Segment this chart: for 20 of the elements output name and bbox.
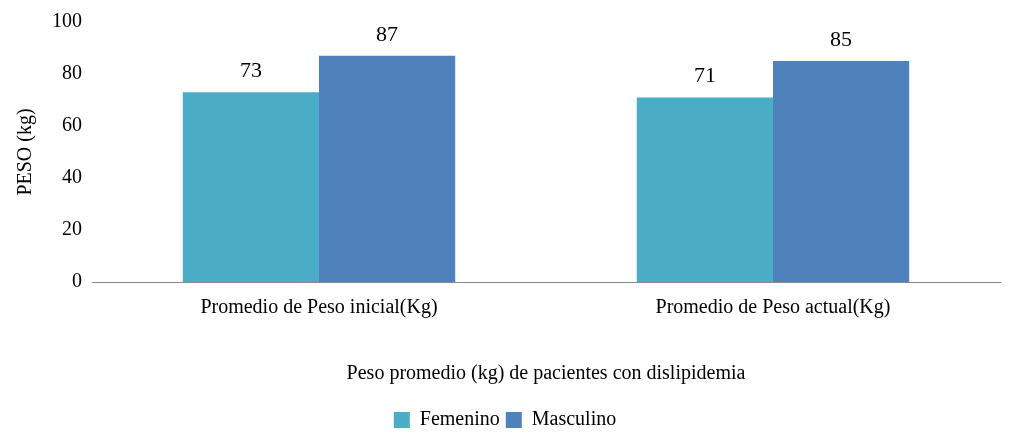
- bar: [319, 55, 456, 282]
- x-tick-label: Promedio de Peso actual(Kg): [655, 295, 891, 319]
- legend-label: Masculino: [531, 407, 617, 430]
- y-tick-label: 40: [62, 165, 82, 188]
- y-tick-label: 60: [62, 113, 82, 136]
- y-tick-label: 80: [62, 61, 82, 84]
- y-tick-label: 20: [62, 217, 82, 240]
- y-tick-label: 0: [72, 269, 82, 292]
- data-label: 85: [830, 25, 853, 51]
- data-label: 71: [693, 62, 716, 88]
- data-label: 87: [376, 20, 399, 46]
- y-tick-label: 100: [52, 9, 82, 32]
- bar: [182, 92, 319, 282]
- x-axis-title: Peso promedio (kg) de pacientes con dislipidemia: [346, 361, 746, 385]
- data-label: 73: [239, 56, 262, 82]
- bar: [636, 97, 773, 282]
- bar: [773, 61, 910, 282]
- y-axis-title: PESO (kg): [13, 108, 37, 196]
- legend-label: Femenino: [419, 407, 500, 430]
- x-tick-label: Promedio de Peso inicial(Kg): [200, 295, 438, 319]
